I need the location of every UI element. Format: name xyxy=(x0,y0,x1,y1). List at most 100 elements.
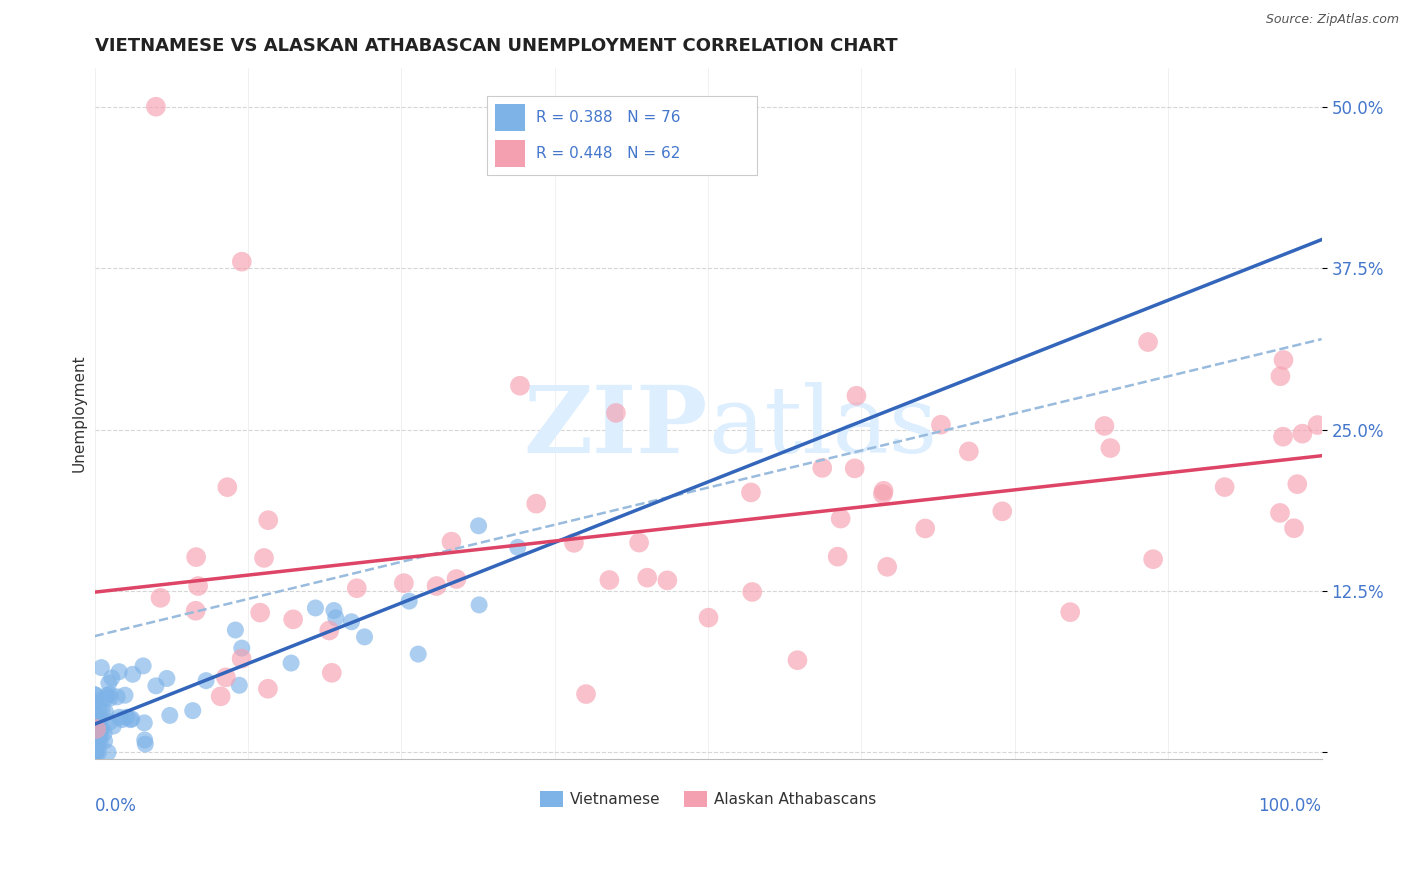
Point xyxy=(406,647,429,661)
Point xyxy=(1306,417,1329,432)
Point xyxy=(156,672,179,686)
Point xyxy=(845,389,868,403)
Point xyxy=(1291,426,1313,441)
Point xyxy=(929,417,952,432)
Point xyxy=(741,585,763,599)
Point xyxy=(134,715,156,730)
Point xyxy=(83,716,105,731)
Point xyxy=(786,653,808,667)
Point xyxy=(280,656,302,670)
Point xyxy=(145,679,167,693)
Point xyxy=(827,549,849,564)
Point xyxy=(84,745,107,759)
Point xyxy=(1268,506,1291,520)
Point xyxy=(1137,334,1160,349)
Point xyxy=(231,641,253,656)
Point xyxy=(657,574,679,588)
Point xyxy=(1272,430,1295,444)
Text: ZIP: ZIP xyxy=(524,382,709,472)
Point xyxy=(83,736,105,750)
Point xyxy=(1282,521,1305,535)
Point xyxy=(598,573,620,587)
Text: 100.0%: 100.0% xyxy=(1258,797,1322,814)
Point xyxy=(217,480,239,494)
Point xyxy=(468,598,491,612)
Point xyxy=(304,601,326,615)
Point xyxy=(84,718,107,732)
Point xyxy=(1272,353,1295,368)
Point xyxy=(340,615,363,629)
Point xyxy=(440,534,463,549)
Point xyxy=(83,704,105,718)
Point xyxy=(93,726,115,740)
Point xyxy=(231,651,253,665)
Point xyxy=(121,667,143,681)
Point xyxy=(215,670,238,684)
Point xyxy=(159,708,181,723)
Point xyxy=(605,406,627,420)
Text: Source: ZipAtlas.com: Source: ZipAtlas.com xyxy=(1265,13,1399,27)
Point xyxy=(524,497,547,511)
Point xyxy=(84,725,107,739)
Y-axis label: Unemployment: Unemployment xyxy=(72,354,86,472)
Point xyxy=(1099,441,1122,455)
Point xyxy=(90,723,112,737)
Point xyxy=(83,719,105,733)
Point xyxy=(86,738,108,752)
Point xyxy=(249,606,271,620)
Point xyxy=(94,706,117,720)
Point xyxy=(184,604,207,618)
Point xyxy=(321,665,343,680)
Point xyxy=(108,710,131,724)
Point xyxy=(89,727,111,741)
Point xyxy=(108,665,131,679)
Point xyxy=(876,559,898,574)
Point xyxy=(103,719,125,733)
Point xyxy=(509,378,531,392)
Point xyxy=(97,745,120,759)
Point xyxy=(398,594,420,608)
Point xyxy=(325,611,347,625)
Point xyxy=(96,689,118,703)
Point xyxy=(134,737,156,751)
Point xyxy=(425,579,447,593)
Point xyxy=(83,743,105,757)
Point xyxy=(115,710,138,724)
Point xyxy=(98,687,121,701)
Text: VIETNAMESE VS ALASKAN ATHABASCAN UNEMPLOYMENT CORRELATION CHART: VIETNAMESE VS ALASKAN ATHABASCAN UNEMPLO… xyxy=(94,37,897,55)
Point xyxy=(98,691,121,706)
Point xyxy=(89,734,111,748)
Point xyxy=(322,603,344,617)
Point xyxy=(89,704,111,718)
Point xyxy=(346,581,368,595)
Point xyxy=(575,687,598,701)
Point xyxy=(90,660,112,674)
Point xyxy=(872,483,894,498)
Point xyxy=(87,745,110,759)
Point xyxy=(228,678,250,692)
Point xyxy=(84,745,107,759)
Point xyxy=(253,551,276,566)
Point xyxy=(101,671,124,685)
Point xyxy=(84,688,107,702)
Point xyxy=(93,734,115,748)
Point xyxy=(467,518,489,533)
Point xyxy=(87,732,110,747)
Point xyxy=(957,444,980,458)
Point xyxy=(94,691,117,706)
Point xyxy=(97,676,120,690)
Point xyxy=(187,579,209,593)
Point xyxy=(121,712,143,726)
Point xyxy=(257,513,280,527)
Point xyxy=(231,254,253,268)
Point xyxy=(281,612,304,626)
Point xyxy=(120,713,142,727)
Legend: Vietnamese, Alaskan Athabascans: Vietnamese, Alaskan Athabascans xyxy=(533,785,883,814)
Point xyxy=(132,659,155,673)
Point xyxy=(1142,552,1164,566)
Point xyxy=(872,487,894,501)
Point xyxy=(209,690,232,704)
Point xyxy=(1213,480,1236,494)
Point xyxy=(1286,477,1309,491)
Point xyxy=(89,722,111,736)
